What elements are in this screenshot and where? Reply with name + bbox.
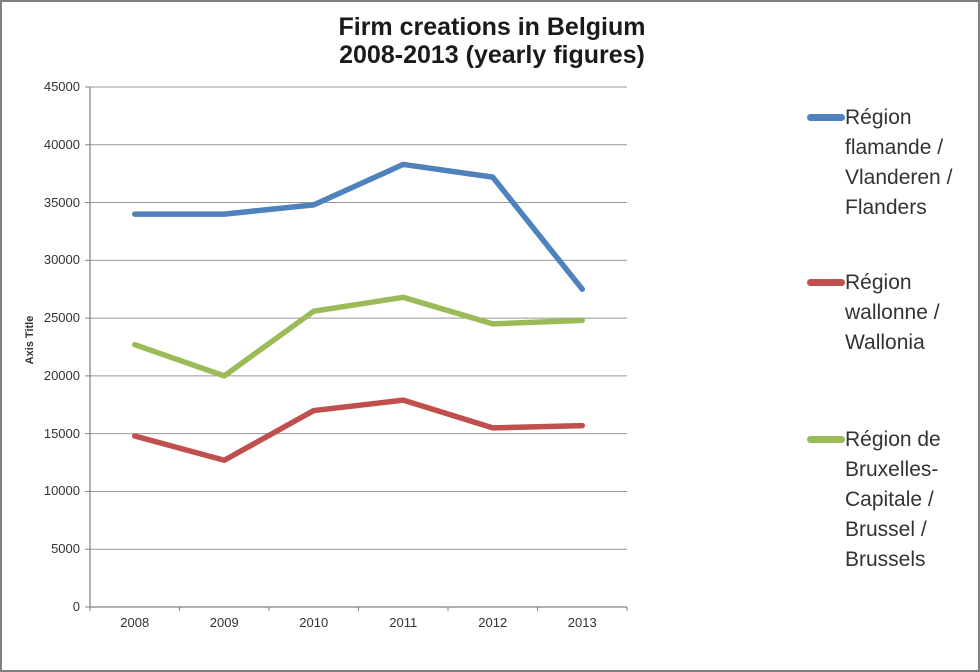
legend-label: Région de Bruxelles-Capitale / Brussel /…	[845, 428, 941, 571]
series-line	[132, 397, 585, 463]
legend-entry: Région de Bruxelles-Capitale / Brussel /…	[807, 425, 965, 575]
y-axis-tick-label: 5000	[51, 541, 80, 557]
x-axis-tick-label: 2011	[389, 615, 418, 630]
x-axis-tick-label: 2012	[478, 615, 508, 630]
y-axis-title: Axis Title	[24, 315, 36, 365]
series-line	[132, 294, 585, 379]
chart-title-line-2: 2008-2013 (yearly figures)	[339, 41, 645, 69]
x-axis-tick-label: 2010	[299, 615, 329, 630]
y-axis-tick-label: 20000	[43, 367, 80, 383]
y-axis-tick-label: 0	[72, 599, 80, 614]
chart-title-line-1: Firm creations in Belgium	[338, 13, 646, 41]
y-axis-tick-label: 45000	[43, 79, 80, 94]
chart-title: Firm creations in Belgium 2008-2013 (yea…	[2, 13, 978, 69]
legend-marker-line	[807, 279, 845, 286]
y-axis-tick-label: 40000	[43, 136, 80, 152]
y-axis-tick-label: 10000	[43, 483, 80, 499]
y-axis-tick-label: 35000	[43, 194, 80, 210]
y-axis-tick-label: 15000	[43, 425, 80, 441]
x-axis-tick-label: 2009	[209, 615, 239, 630]
x-axis-tick-label: 2008	[120, 615, 150, 630]
x-axis-tick-label: 2013	[567, 615, 597, 630]
legend-marker-line	[807, 114, 845, 121]
y-axis-tick-label: 30000	[43, 252, 80, 268]
legend-entry: Région flamande / Vlanderen / Flanders	[807, 103, 965, 223]
legend-label: Région flamande / Vlanderen / Flanders	[845, 106, 953, 219]
legend-label: Région wallonne / Wallonia	[845, 271, 940, 354]
series-line	[132, 161, 585, 292]
legend-entry: Région wallonne / Wallonia	[807, 268, 965, 358]
y-axis-tick-label: 25000	[43, 310, 80, 326]
legend-marker-line	[807, 436, 845, 443]
